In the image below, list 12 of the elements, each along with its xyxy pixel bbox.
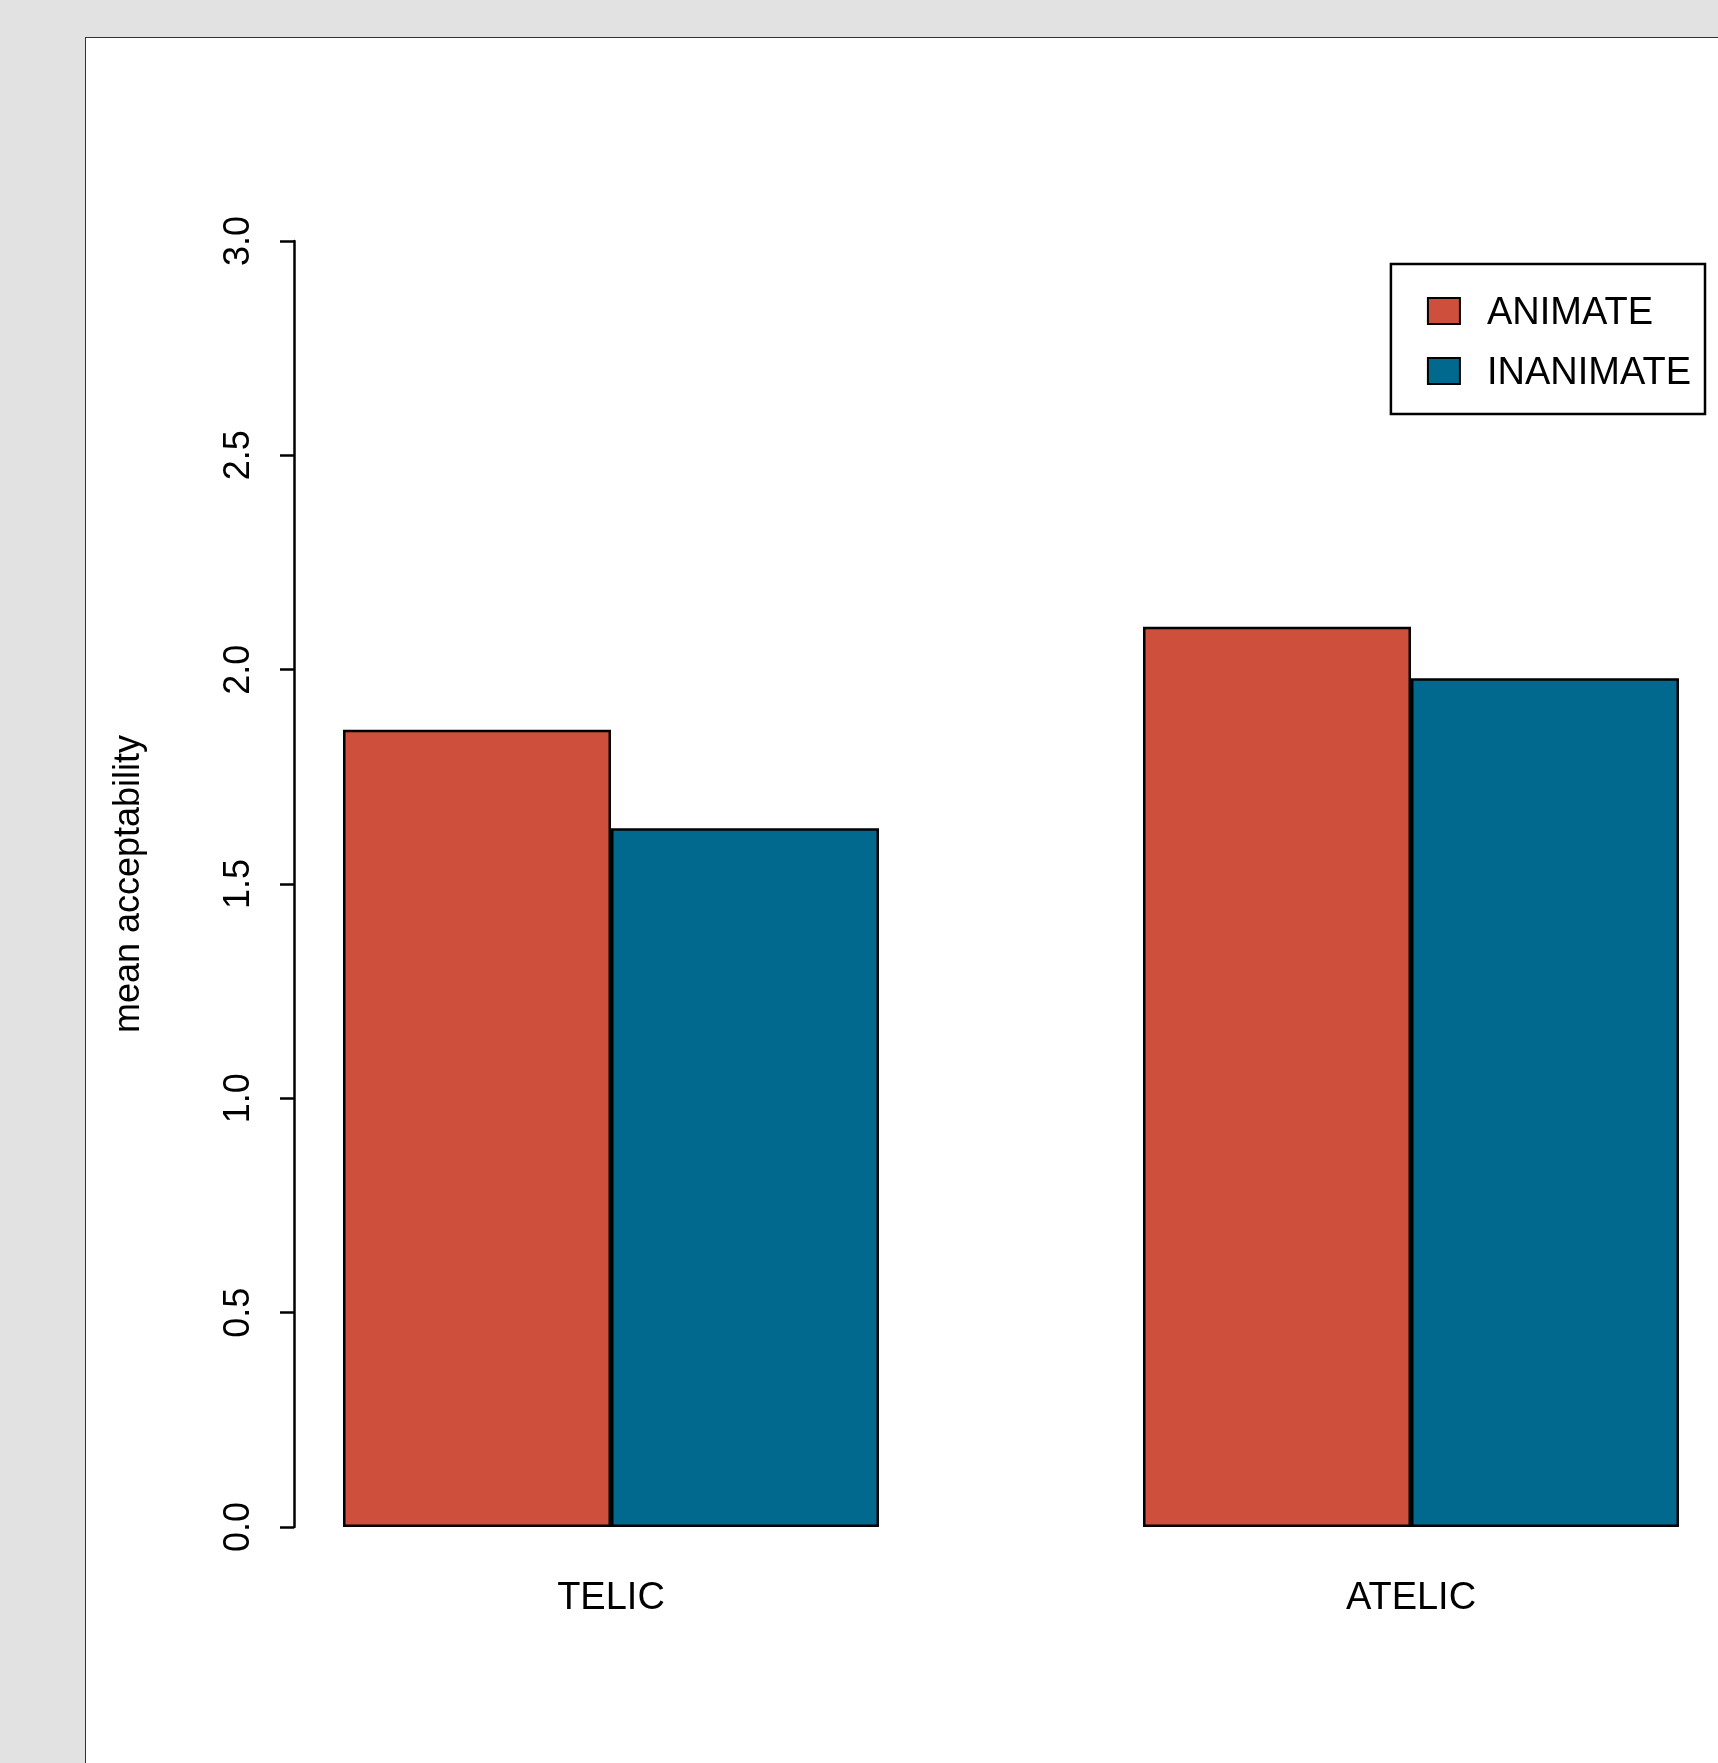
y-tick-label: 0.5: [215, 1287, 257, 1338]
y-tick-label: 0.0: [215, 1501, 257, 1553]
y-tick-label: 3.0: [215, 215, 257, 267]
legend-label: INANIMATE: [1486, 350, 1692, 392]
x-tick-label: ATELIC: [1345, 1575, 1477, 1617]
y-tick-label: 1.5: [215, 858, 257, 910]
legend-label: ANIMATE: [1486, 290, 1654, 332]
y-tick-label: 2.5: [215, 430, 257, 481]
y-tick-label: 2.0: [215, 644, 257, 695]
x-tick-label: TELIC: [557, 1575, 665, 1617]
y-axis-title: mean acceptability: [105, 734, 147, 1034]
y-tick-label: 1.0: [215, 1073, 257, 1124]
